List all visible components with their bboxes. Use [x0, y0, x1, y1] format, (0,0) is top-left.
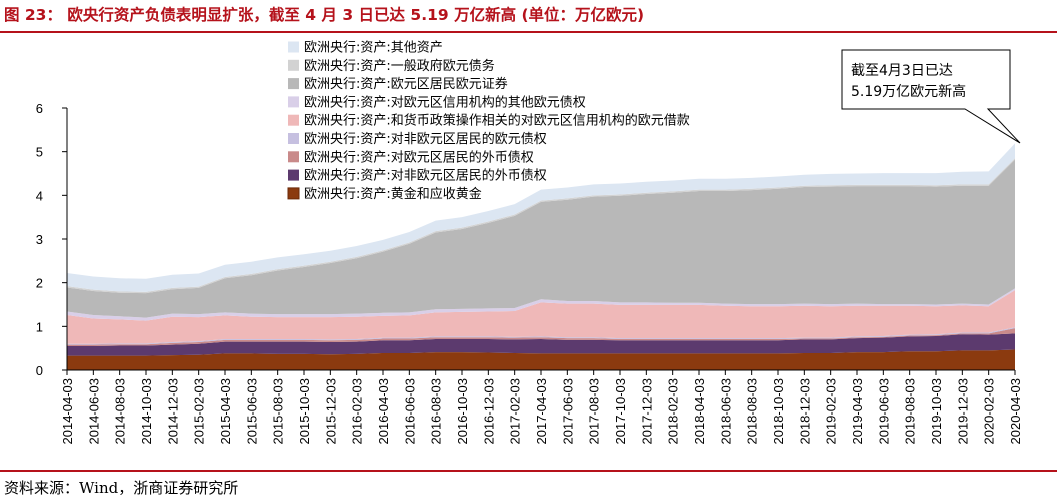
x-tick-label: 2017-10-03 — [613, 378, 628, 445]
x-tick-label: 2016-04-03 — [376, 378, 391, 445]
legend-swatch — [288, 133, 299, 144]
x-tick-label: 2014-04-03 — [60, 378, 75, 445]
x-tick-label: 2015-08-03 — [271, 378, 286, 445]
x-tick-label: 2017-02-03 — [508, 378, 523, 445]
legend-swatch — [288, 169, 299, 181]
legend-swatch — [287, 187, 300, 200]
x-tick-label: 2018-08-03 — [745, 378, 760, 445]
legend-label: 欧洲央行:资产:对欧元区居民的外币债权 — [304, 149, 534, 165]
y-tick-label: 4 — [36, 188, 43, 203]
legend-swatch — [288, 114, 299, 126]
stacked-area-chart: 0 1 2 3 4 5 6 2014-04-03 2014-06-03 2014-08-03 201… — [36, 41, 1023, 445]
legend-label: 欧洲央行:资产:对欧元区信用机构的其他欧元债权 — [304, 94, 586, 110]
x-tick-label: 2016-10-03 — [455, 378, 470, 445]
legend-label: 欧洲央行:资产:欧元区居民欧元证券 — [304, 76, 508, 92]
figure-label: 图 23： — [4, 6, 62, 24]
bottom-rule — [0, 470, 1057, 472]
x-tick-label: 2017-06-03 — [560, 378, 575, 445]
x-tick-label: 2019-08-03 — [903, 378, 918, 445]
x-tick-label: 2014-10-03 — [139, 378, 154, 445]
x-tick-label: 2015-12-03 — [323, 378, 338, 445]
area-series-2 — [67, 328, 1015, 346]
legend-swatch — [288, 96, 299, 108]
x-tick-label: 2015-06-03 — [244, 378, 259, 445]
x-tick-label: 2018-02-03 — [666, 378, 681, 445]
x-tick-label: 2014-08-03 — [113, 378, 128, 445]
x-tick-label: 2018-06-03 — [718, 378, 733, 445]
x-tick-label: 2016-08-03 — [429, 378, 444, 445]
area-series-6 — [67, 159, 1015, 318]
x-tick-label: 2015-04-03 — [218, 378, 233, 445]
legend-label: 欧洲央行:资产:和货币政策操作相关的对欧元区信用机构的欧元借款 — [304, 113, 690, 129]
callout-box — [841, 49, 1021, 144]
x-tick-label: 2014-12-03 — [165, 378, 180, 445]
area-series-5 — [67, 288, 1015, 321]
x-tick-label: 2016-12-03 — [481, 378, 496, 445]
y-tick-label: 1 — [36, 319, 43, 334]
x-tick-label: 2020-04-03 — [1008, 378, 1023, 445]
callout-text: 5.19万亿欧元新高 — [851, 83, 966, 100]
x-tick-label: 2014-06-03 — [86, 378, 101, 445]
x-tick-label: 2019-12-03 — [955, 378, 970, 445]
y-tick-label: 3 — [36, 232, 43, 247]
axes-group: 0 1 2 3 4 5 6 2014-04-03 2014-06-03 2014-08-03 201… — [36, 101, 1023, 445]
y-tick-label: 2 — [36, 276, 43, 291]
legend-label: 欧洲央行:资产:对非欧元区居民的外币债权 — [304, 168, 547, 184]
figure-title-text: 欧央行资产负债表明显扩张，截至 4 月 3 日已达 5.19 万亿新高 (单位：… — [67, 6, 645, 24]
x-tick-label: 2015-10-03 — [297, 378, 312, 445]
x-tick-label: 2017-12-03 — [639, 378, 654, 445]
legend-swatch — [288, 41, 299, 53]
area-series-group — [67, 143, 1015, 370]
x-tick-label: 2020-02-03 — [982, 378, 997, 445]
area-series-0 — [67, 349, 1015, 370]
callout-text: 截至4月3日已达 — [851, 63, 953, 79]
legend-swatch — [288, 59, 299, 71]
x-tick-label: 2019-06-03 — [876, 378, 891, 445]
legend: 欧洲央行:资产:其他资产欧洲央行:资产:一般政府欧元债务欧洲央行:资产:欧元区居… — [287, 41, 690, 202]
x-tick-label: 2015-02-03 — [192, 378, 207, 445]
y-tick-label: 6 — [36, 101, 43, 116]
source-note: 资料来源：Wind，浙商证券研究所 — [4, 479, 239, 497]
x-tick-label: 2019-04-03 — [850, 378, 865, 445]
x-tick-label: 2016-02-03 — [350, 378, 365, 445]
area-series-3 — [67, 327, 1015, 345]
x-tick-label: 2017-08-03 — [587, 378, 602, 445]
x-tick-label: 2016-06-03 — [402, 378, 417, 445]
annotation-callout: 截至4月3日已达 5.19万亿欧元新高 — [841, 49, 1021, 144]
legend-swatch — [288, 151, 299, 163]
title-rule — [0, 31, 1057, 33]
x-tick-label: 2018-04-03 — [692, 378, 707, 445]
area-series-1 — [67, 333, 1015, 356]
legend-label: 欧洲央行:资产:一般政府欧元债务 — [304, 58, 495, 74]
x-tick-label: 2019-02-03 — [824, 378, 839, 445]
y-tick-label: 0 — [36, 363, 43, 378]
legend-swatch — [288, 78, 299, 90]
figure-title: 图 23： 欧央行资产负债表明显扩张，截至 4 月 3 日已达 5.19 万亿新… — [4, 0, 1053, 30]
legend-label: 欧洲央行:资产:其他资产 — [304, 41, 443, 56]
area-series-4 — [67, 290, 1015, 344]
x-tick-label: 2018-10-03 — [771, 378, 786, 445]
area-series-8 — [67, 143, 1015, 292]
y-tick-label: 5 — [36, 145, 43, 160]
legend-label: 欧洲央行:资产:对非欧元区居民的欧元债权 — [304, 131, 547, 147]
x-tick-label: 2017-04-03 — [534, 378, 549, 445]
x-tick-label: 2018-12-03 — [797, 378, 812, 445]
legend-label: 欧洲央行:资产:黄金和应收黄金 — [304, 186, 482, 202]
x-tick-label: 2019-10-03 — [929, 378, 944, 445]
